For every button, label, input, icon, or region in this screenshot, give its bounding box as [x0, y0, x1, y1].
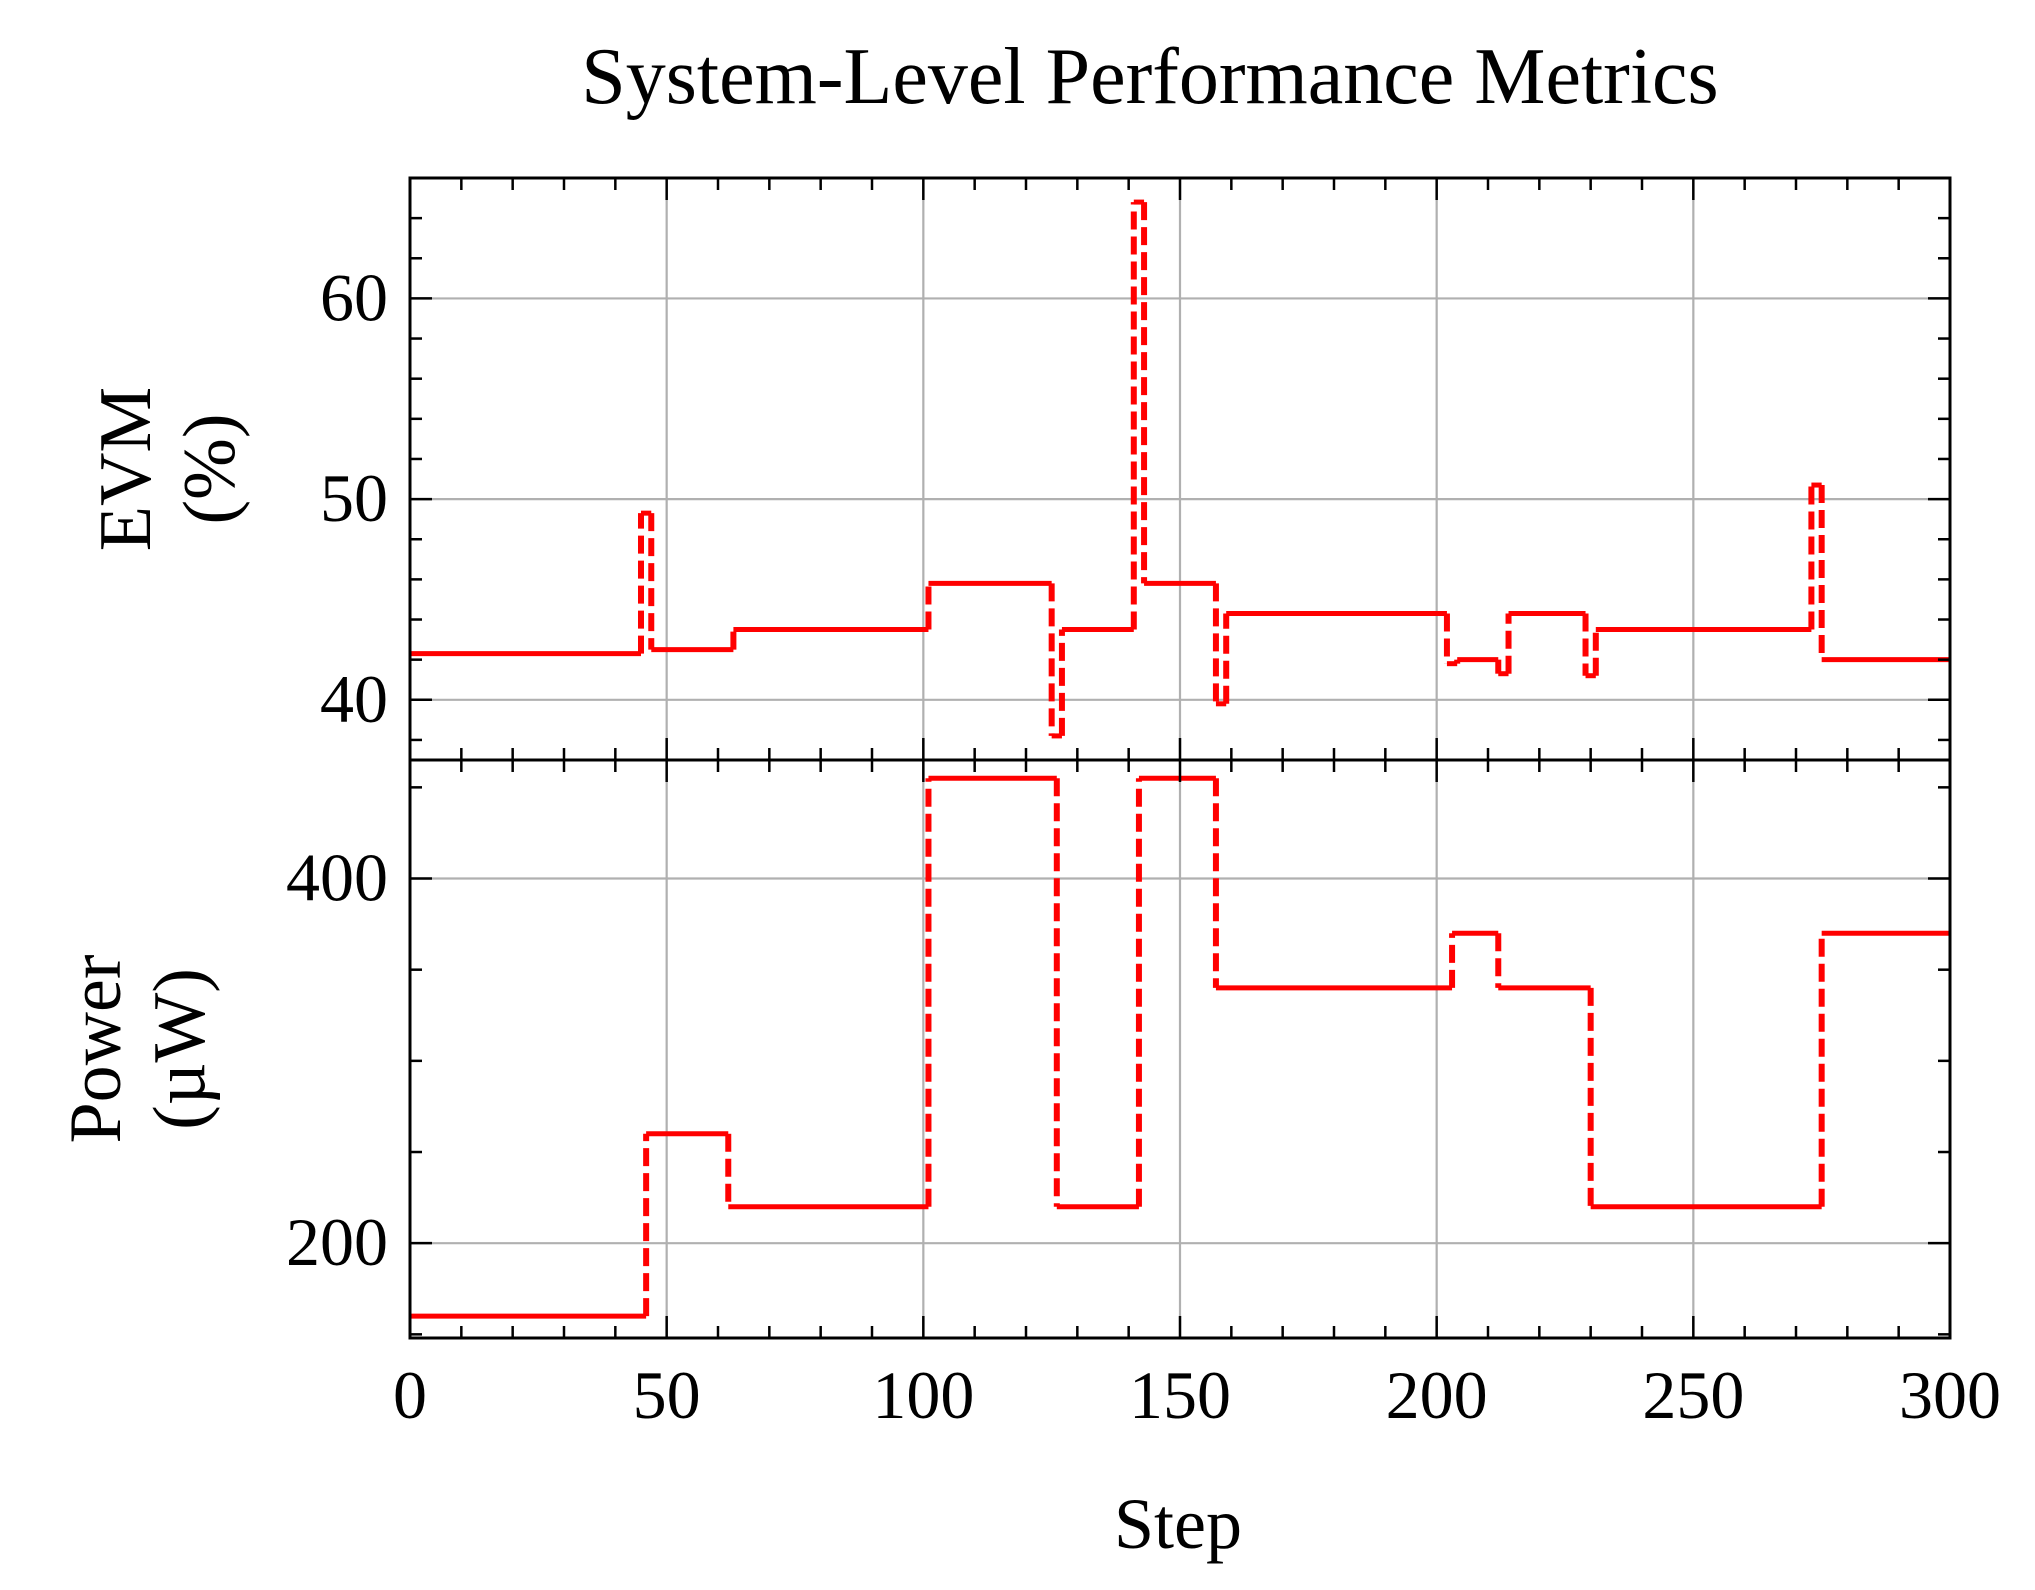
x-axis-label: Step: [1114, 1484, 1242, 1564]
chart-title: System-Level Performance Metrics: [581, 33, 1718, 121]
x-tick-label: 200: [1386, 1357, 1488, 1433]
panel-frame: [408, 758, 1952, 1340]
x-tick-label: 300: [1899, 1357, 2001, 1433]
series-evm: [410, 199, 1950, 739]
panel-evm: 40 50 60 EVM(%): [85, 176, 1952, 762]
y-axis-label-line: Power: [55, 954, 137, 1143]
y-axis-label: Power(µW): [55, 954, 221, 1143]
y-tick-label: 40: [320, 661, 388, 737]
y-tick-label: 400: [286, 840, 388, 916]
panel-power: 200 400 Power(µW): [55, 758, 1952, 1340]
x-tick-label: 250: [1642, 1357, 1744, 1433]
series-power: [410, 775, 1950, 1319]
x-tick-label: 100: [872, 1357, 974, 1433]
x-tick-label: 50: [633, 1357, 701, 1433]
x-tick-label: 0: [393, 1357, 427, 1433]
x-tick-label: 150: [1129, 1357, 1231, 1433]
y-tick-label: 60: [320, 259, 388, 335]
y-axis-label-line: EVM: [85, 387, 167, 551]
y-axis-label-line: (%): [169, 414, 251, 525]
y-axis-label-line: (µW): [139, 968, 221, 1130]
y-tick-label: 200: [286, 1204, 388, 1280]
y-axis-label: EVM(%): [85, 387, 251, 551]
y-tick-label: 50: [320, 460, 388, 536]
